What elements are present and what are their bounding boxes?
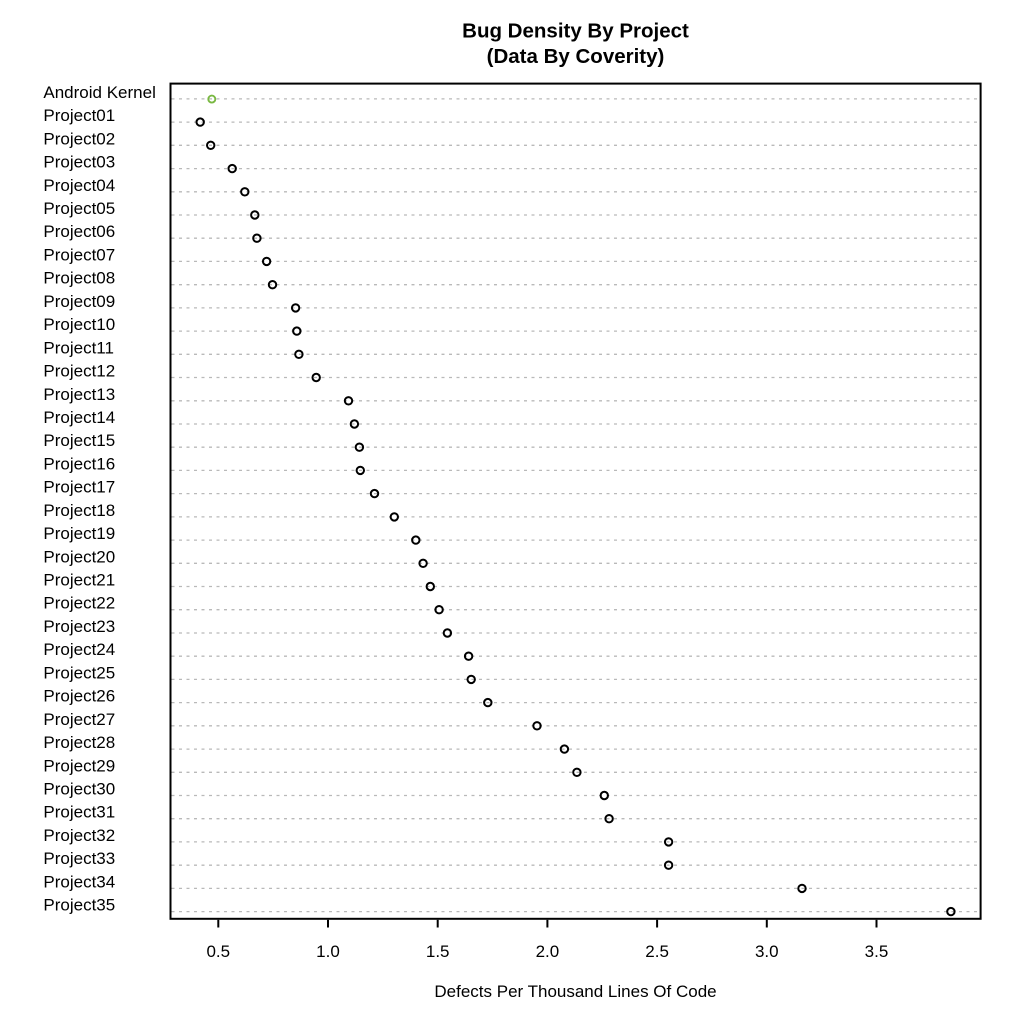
svg-text:Project23: Project23 bbox=[43, 617, 115, 636]
svg-text:Project14: Project14 bbox=[43, 408, 115, 427]
svg-text:Project22: Project22 bbox=[43, 594, 115, 613]
svg-text:Project29: Project29 bbox=[43, 756, 115, 775]
svg-text:Project03: Project03 bbox=[43, 153, 115, 172]
svg-text:Project21: Project21 bbox=[43, 571, 115, 590]
svg-text:Project05: Project05 bbox=[43, 199, 115, 218]
svg-text:Project02: Project02 bbox=[43, 129, 115, 148]
svg-text:3.0: 3.0 bbox=[755, 942, 779, 961]
svg-text:Project07: Project07 bbox=[43, 245, 115, 264]
svg-text:Project20: Project20 bbox=[43, 547, 115, 566]
svg-text:Project12: Project12 bbox=[43, 362, 115, 381]
svg-text:Project25: Project25 bbox=[43, 663, 115, 682]
svg-text:1.5: 1.5 bbox=[426, 942, 450, 961]
svg-text:1.0: 1.0 bbox=[316, 942, 340, 961]
svg-text:Project18: Project18 bbox=[43, 501, 115, 520]
svg-text:Project30: Project30 bbox=[43, 780, 115, 799]
svg-text:Project17: Project17 bbox=[43, 478, 115, 497]
svg-text:Project26: Project26 bbox=[43, 687, 115, 706]
svg-text:Project34: Project34 bbox=[43, 872, 115, 891]
svg-text:Project35: Project35 bbox=[43, 896, 115, 915]
svg-text:Project33: Project33 bbox=[43, 849, 115, 868]
svg-text:Project11: Project11 bbox=[43, 338, 114, 357]
svg-text:Project06: Project06 bbox=[43, 222, 115, 241]
svg-text:Project09: Project09 bbox=[43, 292, 115, 311]
svg-text:Project10: Project10 bbox=[43, 315, 115, 334]
svg-text:(Data By Coverity): (Data By Coverity) bbox=[487, 45, 665, 68]
svg-text:Project01: Project01 bbox=[43, 106, 115, 125]
svg-text:Project13: Project13 bbox=[43, 385, 115, 404]
svg-text:Project32: Project32 bbox=[43, 826, 115, 845]
svg-text:Bug Density By Project: Bug Density By Project bbox=[462, 20, 689, 43]
svg-text:Project04: Project04 bbox=[43, 176, 115, 195]
svg-text:Project08: Project08 bbox=[43, 269, 115, 288]
svg-text:Project16: Project16 bbox=[43, 454, 115, 473]
svg-text:Android Kernel: Android Kernel bbox=[43, 83, 155, 102]
svg-text:Project24: Project24 bbox=[43, 640, 115, 659]
svg-text:Project31: Project31 bbox=[43, 803, 115, 822]
svg-text:Project27: Project27 bbox=[43, 710, 115, 729]
svg-text:Defects Per Thousand Lines Of: Defects Per Thousand Lines Of Code bbox=[434, 982, 716, 1001]
svg-text:Project28: Project28 bbox=[43, 733, 115, 752]
svg-text:Project15: Project15 bbox=[43, 431, 115, 450]
svg-text:0.5: 0.5 bbox=[206, 942, 230, 961]
svg-text:2.0: 2.0 bbox=[536, 942, 560, 961]
svg-text:Project19: Project19 bbox=[43, 524, 115, 543]
svg-text:3.5: 3.5 bbox=[865, 942, 889, 961]
svg-text:2.5: 2.5 bbox=[645, 942, 669, 961]
